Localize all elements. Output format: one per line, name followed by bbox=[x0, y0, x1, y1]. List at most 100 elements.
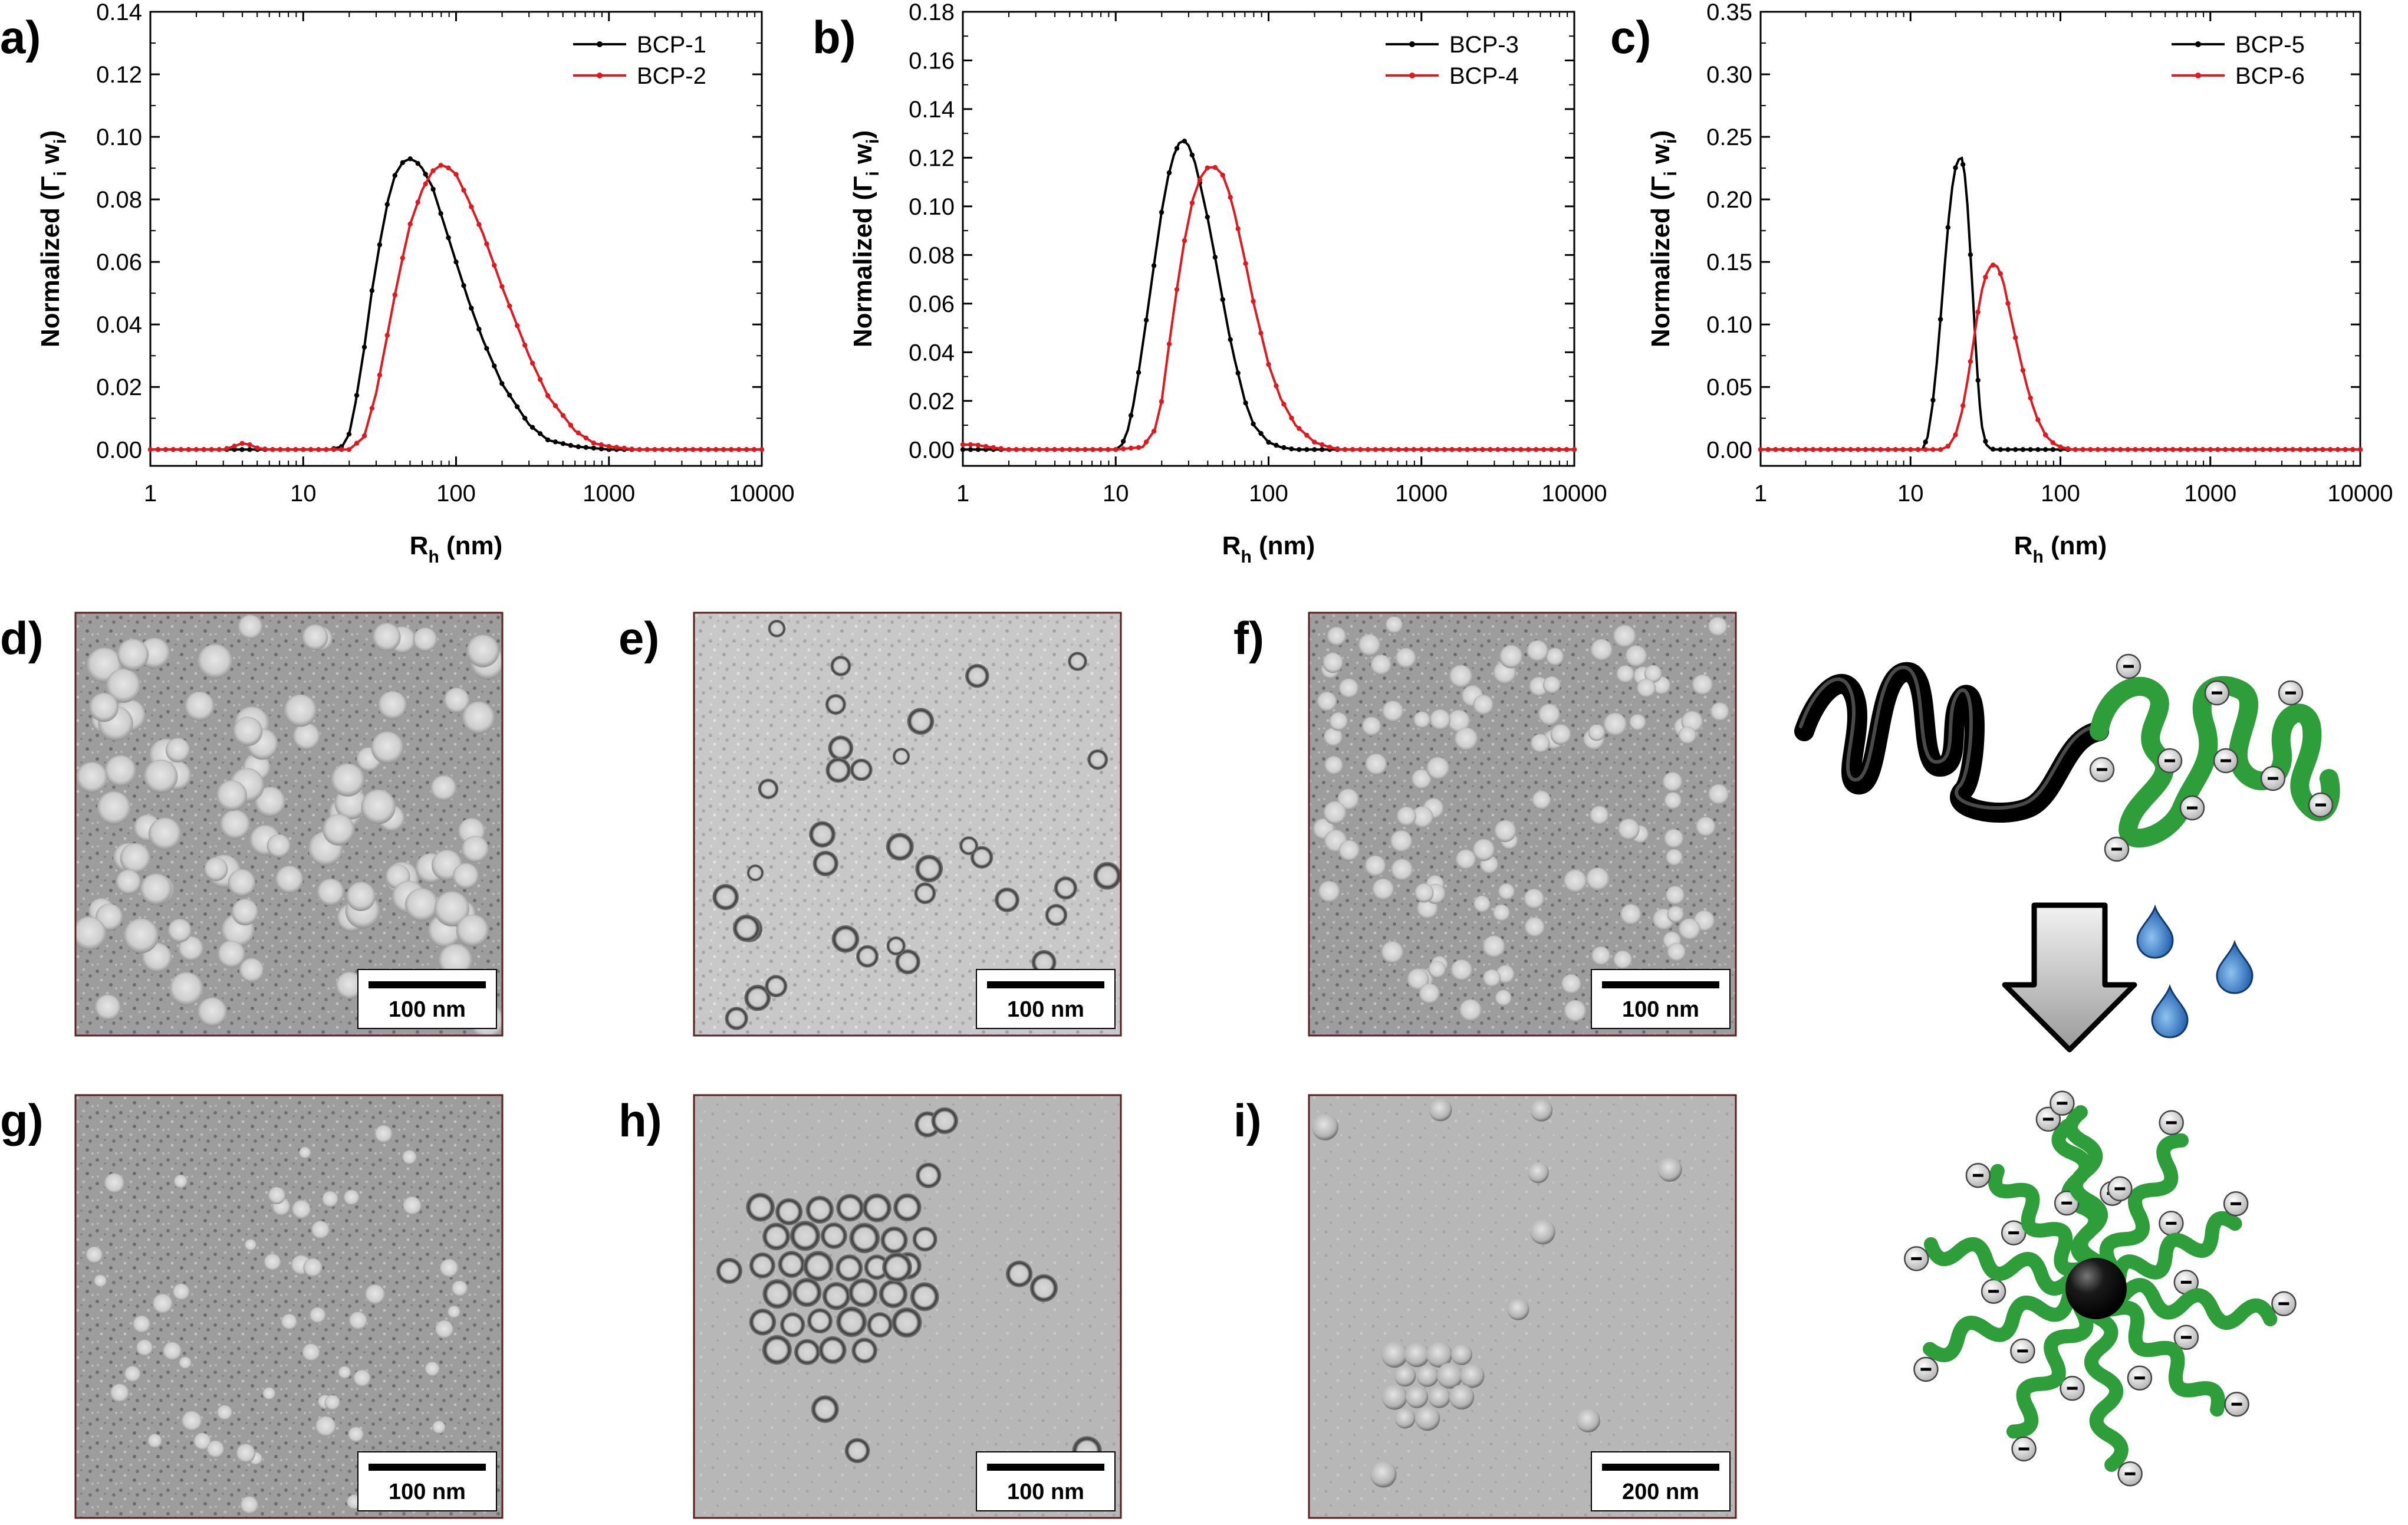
negative-charge bbox=[1965, 1162, 1991, 1188]
data-point bbox=[216, 447, 222, 452]
data-point bbox=[1856, 447, 1861, 452]
nanoparticle bbox=[456, 914, 489, 947]
data-point bbox=[178, 447, 184, 452]
nanoparticle bbox=[1532, 791, 1551, 810]
data-point bbox=[1968, 359, 1973, 364]
nanoparticle bbox=[1454, 727, 1478, 751]
data-point bbox=[1220, 297, 1225, 303]
data-point bbox=[1235, 370, 1241, 376]
data-point bbox=[1251, 298, 1256, 304]
nanoparticle bbox=[1530, 1099, 1553, 1122]
data-point bbox=[537, 377, 543, 382]
nanoparticle bbox=[789, 1221, 821, 1251]
nanoparticle bbox=[1708, 617, 1728, 637]
data-point bbox=[361, 433, 367, 439]
data-point bbox=[1983, 439, 1988, 444]
nanoparticle bbox=[172, 1283, 190, 1301]
data-point bbox=[232, 443, 237, 449]
data-point bbox=[751, 447, 757, 452]
negative-charge bbox=[2260, 765, 2286, 791]
nanoparticle bbox=[762, 1222, 791, 1251]
data-point bbox=[759, 447, 765, 452]
data-point bbox=[1129, 445, 1134, 451]
nanoparticle bbox=[233, 717, 263, 747]
data-point bbox=[2042, 432, 2048, 438]
nanoparticle bbox=[892, 748, 910, 765]
data-point bbox=[2020, 447, 2026, 452]
nanoparticle bbox=[198, 997, 227, 1027]
nanoparticle bbox=[1472, 839, 1495, 862]
data-point bbox=[170, 447, 176, 452]
nanoparticle bbox=[1324, 756, 1344, 775]
data-point bbox=[683, 447, 688, 452]
negative-charge bbox=[2278, 680, 2304, 706]
data-point bbox=[423, 181, 428, 186]
x-tick-label: 10 bbox=[1897, 481, 1924, 507]
nanoparticle bbox=[181, 1411, 202, 1432]
nanoparticle bbox=[1045, 903, 1068, 926]
nanoparticle bbox=[110, 1383, 129, 1403]
nanoparticle bbox=[323, 814, 354, 846]
scale-bar-label: 100 nm bbox=[389, 1480, 466, 1504]
data-point bbox=[1825, 447, 1831, 452]
nanoparticle bbox=[244, 1239, 256, 1251]
data-point bbox=[1953, 432, 1958, 438]
negative-charge bbox=[2116, 653, 2141, 679]
data-point bbox=[147, 447, 153, 452]
data-point bbox=[1304, 447, 1310, 452]
nanoparticle bbox=[281, 1314, 297, 1330]
data-point bbox=[1297, 447, 1302, 452]
legend-label: BCP-6 bbox=[2235, 63, 2305, 89]
data-point bbox=[2357, 447, 2363, 452]
nanoparticle bbox=[1542, 676, 1561, 694]
x-tick-label: 1 bbox=[956, 481, 969, 507]
y-tick-label: 0.06 bbox=[96, 249, 142, 275]
nanoparticle bbox=[1590, 639, 1613, 662]
nanoparticle bbox=[198, 644, 232, 679]
data-point bbox=[2073, 447, 2078, 452]
y-tick-label: 0.14 bbox=[909, 97, 955, 123]
data-point bbox=[2275, 447, 2281, 452]
nanoparticle bbox=[85, 1246, 103, 1264]
nanoparticle bbox=[1455, 849, 1476, 870]
data-point bbox=[484, 241, 489, 247]
data-point bbox=[354, 441, 360, 446]
nanoparticle bbox=[216, 1405, 232, 1421]
particles bbox=[85, 1125, 468, 1514]
nanoparticle bbox=[1317, 692, 1337, 712]
nanoparticle bbox=[402, 1197, 422, 1215]
data-point bbox=[1258, 330, 1264, 336]
nanoparticle bbox=[1617, 819, 1640, 841]
data-point bbox=[2252, 447, 2258, 452]
data-point bbox=[492, 262, 497, 268]
nanoparticle bbox=[1473, 695, 1494, 715]
y-tick-label: 0.08 bbox=[909, 242, 955, 268]
data-point bbox=[2238, 447, 2243, 452]
panel-label: e) bbox=[619, 612, 659, 664]
data-point bbox=[1960, 162, 1966, 167]
data-point bbox=[2328, 447, 2333, 452]
nanoparticle bbox=[820, 1222, 847, 1249]
data-point bbox=[446, 235, 451, 241]
data-point bbox=[323, 447, 329, 452]
negative-charge bbox=[2157, 748, 2183, 774]
data-point bbox=[1893, 447, 1898, 452]
y-tick-label: 0.35 bbox=[1706, 0, 1752, 25]
nanoparticle bbox=[1381, 1341, 1408, 1368]
data-point bbox=[1863, 447, 1868, 452]
nanoparticle bbox=[117, 639, 149, 671]
nanoparticle bbox=[140, 873, 172, 905]
nanoparticle bbox=[844, 1438, 870, 1464]
micelle-core bbox=[2065, 1258, 2127, 1319]
data-point bbox=[507, 303, 512, 309]
data-point bbox=[392, 292, 397, 298]
nanoparticle bbox=[1695, 817, 1716, 837]
water-drop bbox=[2136, 904, 2174, 959]
scale-bar-box bbox=[1591, 1451, 1731, 1511]
y-tick-label: 0.20 bbox=[1706, 187, 1752, 213]
data-point bbox=[1534, 447, 1539, 452]
nanoparticle bbox=[931, 1107, 959, 1135]
nanoparticle bbox=[1473, 895, 1491, 913]
data-point bbox=[407, 156, 413, 162]
data-point bbox=[2050, 447, 2055, 452]
